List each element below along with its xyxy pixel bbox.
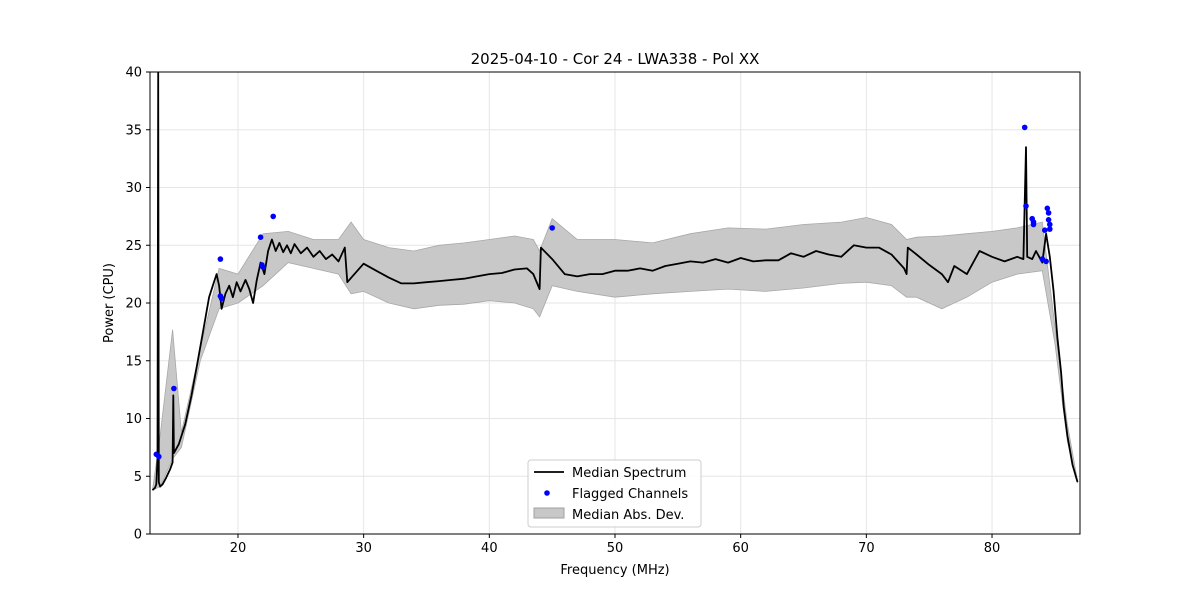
y-axis-label: Power (CPU) xyxy=(102,263,117,343)
x-tick-label: 70 xyxy=(858,541,875,556)
chart-title: 2025-04-10 - Cor 24 - LWA338 - Pol XX xyxy=(471,50,760,68)
y-tick-label: 15 xyxy=(125,354,142,369)
flagged-points-layer xyxy=(153,124,1053,460)
mad-band xyxy=(152,217,1078,491)
flagged-channel-point xyxy=(217,256,224,262)
flagged-channel-point xyxy=(260,264,266,271)
flagged-channel-point xyxy=(1042,227,1048,233)
legend-flagged-swatch xyxy=(544,490,550,496)
y-tick-label: 20 xyxy=(125,297,142,312)
mad-band-layer xyxy=(152,217,1078,491)
flagged-channel-point xyxy=(1045,217,1052,223)
x-tick-label: 50 xyxy=(607,541,624,556)
legend-flagged-label: Flagged Channels xyxy=(572,487,688,502)
flagged-channel-point xyxy=(171,385,177,392)
y-tick-label: 35 xyxy=(125,123,142,138)
flagged-channel-point xyxy=(1047,221,1053,228)
flagged-channel-point xyxy=(1023,203,1029,209)
y-tick-label: 40 xyxy=(125,66,142,81)
flagged-channel-point xyxy=(1045,210,1052,216)
legend: Median Spectrum Flagged Channels Median … xyxy=(527,459,702,528)
flagged-channel-point xyxy=(257,234,264,240)
x-tick-label: 80 xyxy=(984,541,1001,556)
legend-mad-swatch xyxy=(533,507,565,519)
x-axis-ticks: 20 30 40 50 60 70 80 xyxy=(230,534,1001,556)
flagged-channel-point xyxy=(1043,258,1049,265)
median-spectrum-line xyxy=(151,72,1079,491)
flagged-channel-point xyxy=(1021,124,1028,131)
y-tick-label: 5 xyxy=(134,470,142,485)
flagged-channel-point xyxy=(218,295,225,302)
y-tick-label: 25 xyxy=(125,239,142,254)
y-tick-label: 30 xyxy=(125,181,142,196)
median-line-layer xyxy=(151,72,1079,491)
x-axis-label: Frequency (MHz) xyxy=(560,563,669,578)
x-tick-label: 60 xyxy=(732,541,749,556)
legend-median-label: Median Spectrum xyxy=(572,466,686,481)
flagged-channel-point xyxy=(549,225,555,231)
y-axis-ticks: 0 5 10 15 20 25 30 35 40 xyxy=(125,66,150,543)
legend-box xyxy=(527,459,702,528)
flagged-channel-point xyxy=(1047,226,1053,232)
x-tick-label: 40 xyxy=(481,541,498,556)
flagged-channel-point xyxy=(270,213,277,220)
y-tick-label: 10 xyxy=(125,412,142,427)
flagged-channel-point xyxy=(1030,221,1037,228)
flagged-channel-point xyxy=(1044,205,1051,212)
x-tick-label: 30 xyxy=(355,541,372,556)
x-tick-label: 20 xyxy=(230,541,247,556)
legend-mad-label: Median Abs. Dev. xyxy=(572,508,684,523)
flagged-channel-point xyxy=(156,453,162,460)
y-tick-label: 0 xyxy=(134,528,142,543)
